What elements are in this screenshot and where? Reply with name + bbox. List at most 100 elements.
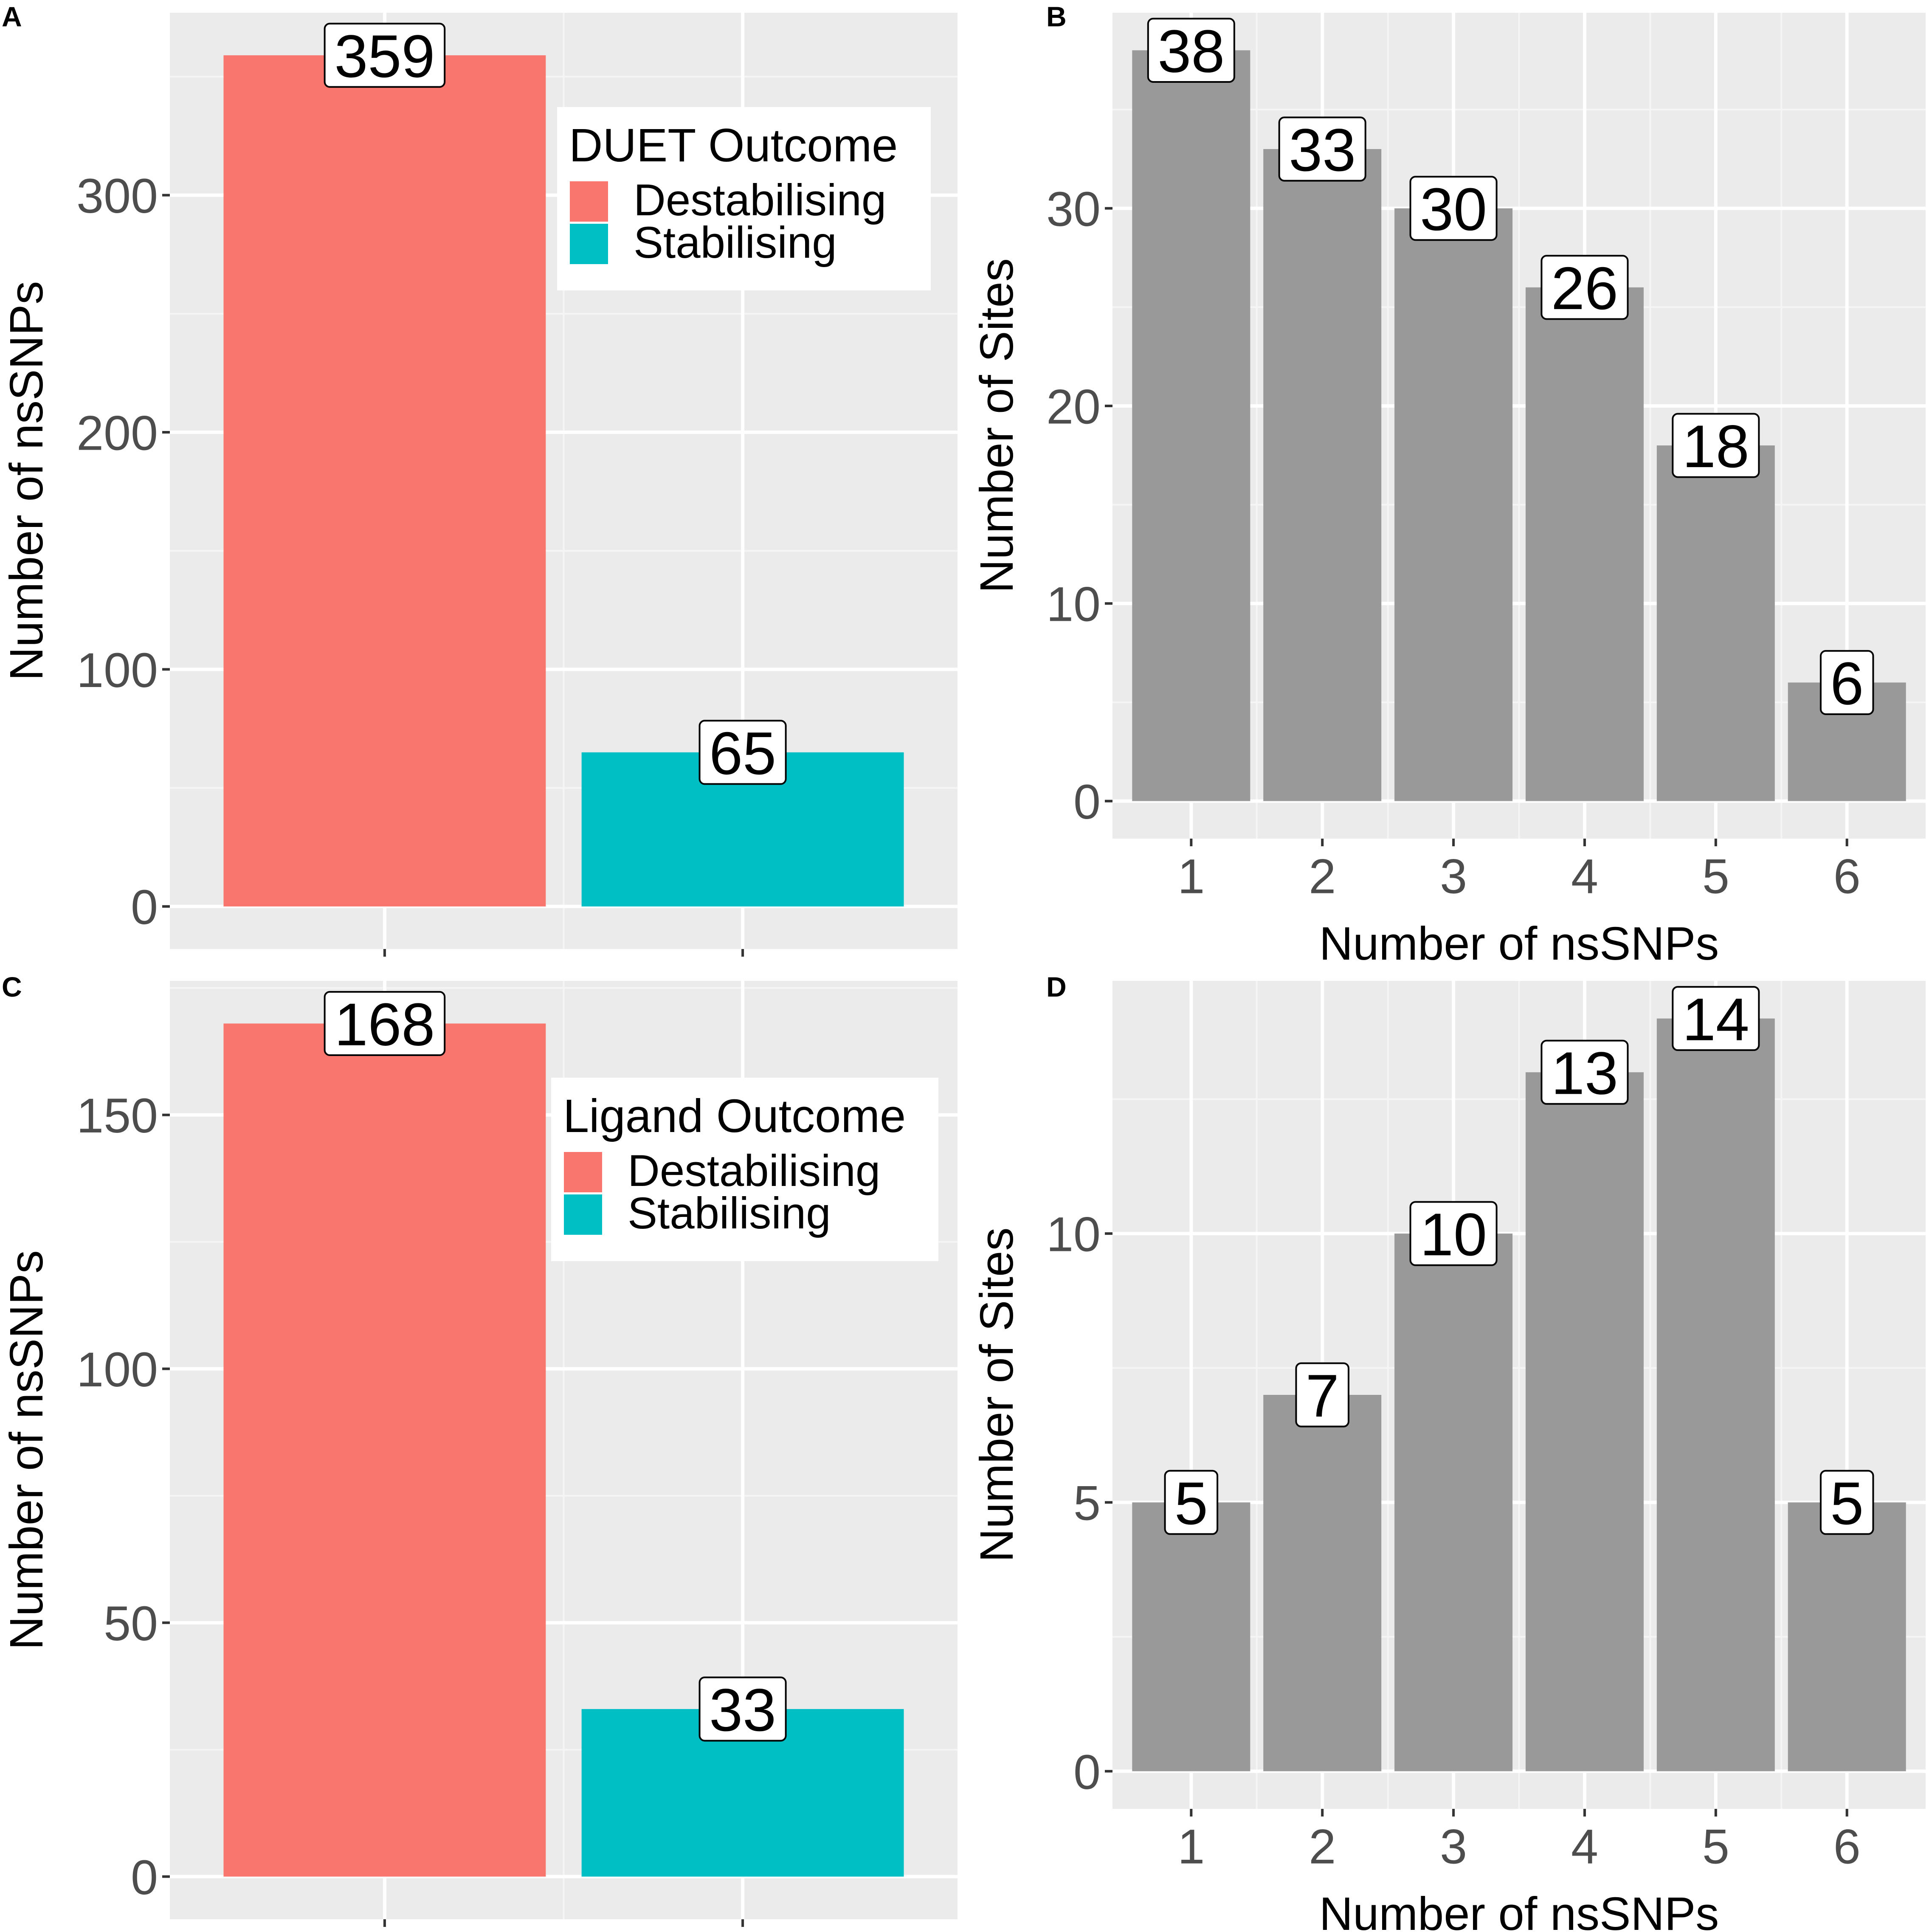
data-label-text: 359	[334, 23, 435, 90]
data-label-box	[324, 991, 446, 1056]
data-label-text: 26	[1551, 255, 1618, 322]
data-label-box	[1409, 1201, 1498, 1266]
x-tick-label: 6	[1833, 1820, 1861, 1874]
bar	[1656, 445, 1775, 801]
bar	[1263, 1395, 1382, 1771]
legend-key	[564, 1194, 602, 1235]
panel-a: A 359 65 0 100 200 300 Number of nsSNPs DUET Out…	[0, 1, 958, 957]
x-tick-label: 3	[1440, 850, 1467, 904]
bar	[1525, 1072, 1644, 1771]
data-label: 6	[1819, 650, 1874, 718]
y-axis-title: Number of Sites	[971, 1228, 1023, 1563]
bar	[1132, 50, 1250, 801]
y-tick-label: 10	[1046, 577, 1101, 632]
data-label: 18	[1672, 413, 1760, 480]
legend-entry-label: Stabilising	[634, 218, 837, 268]
x-tick-label: 1	[1177, 850, 1205, 904]
data-label: 26	[1541, 255, 1629, 322]
data-label-box	[1409, 176, 1498, 241]
data-label: 5	[1164, 1470, 1219, 1537]
panel-letter: C	[2, 971, 22, 1003]
data-label-text: 65	[709, 720, 776, 787]
data-label-text: 10	[1420, 1201, 1487, 1268]
x-tick-label: 6	[1833, 850, 1861, 904]
legend-key	[570, 224, 608, 264]
data-label: 359	[324, 23, 446, 90]
x-tick-label: 2	[1309, 850, 1336, 904]
data-label-box	[698, 720, 787, 785]
data-label-text: 13	[1551, 1039, 1618, 1107]
y-tick-label: 50	[104, 1597, 158, 1651]
data-label-text: 33	[1289, 116, 1356, 184]
legend-title: DUET Outcome	[569, 119, 898, 172]
legend-entry-label: Destabilising	[634, 175, 886, 225]
y-tick-label: 5	[1073, 1476, 1101, 1531]
x-tick-label: 2	[1309, 1820, 1336, 1874]
panel-letter: A	[2, 1, 22, 32]
x-tick-label: 3	[1440, 1820, 1467, 1874]
panel-d: D 5 7 10 13 14 5 0 5 10 1 2 3 4 5 6 Number of Sites Numbe…	[971, 971, 1926, 1932]
panel-letter: D	[1046, 971, 1067, 1003]
y-tick-label: 0	[131, 1850, 158, 1905]
data-label: 13	[1541, 1039, 1629, 1107]
data-label-text: 33	[709, 1676, 776, 1744]
data-label-text: 5	[1174, 1470, 1208, 1537]
data-label: 38	[1147, 18, 1235, 85]
x-axis-title: Number of nsSNPs	[1319, 918, 1719, 970]
y-axis-title: Number of nsSNPs	[0, 1250, 53, 1650]
legend-entry-label: Stabilising	[628, 1188, 831, 1238]
x-tick-label: 1	[1177, 1820, 1205, 1874]
data-label: 7	[1295, 1362, 1349, 1430]
data-label-box	[1164, 1470, 1219, 1535]
y-tick-label: 30	[1046, 182, 1101, 237]
data-label-box	[1672, 413, 1760, 478]
data-label-text: 168	[334, 991, 435, 1059]
panel-b: B 38 33 30 26 18 6 0 10 20 30 1 2 3 4 5 6 Number of Sites…	[971, 1, 1926, 970]
x-axis-title: Number of nsSNPs	[1319, 1888, 1719, 1932]
data-label-box	[1541, 255, 1629, 320]
x-tick-label: 4	[1571, 850, 1598, 904]
bar	[1394, 1234, 1513, 1771]
bar	[1525, 287, 1644, 801]
data-label: 168	[324, 991, 446, 1059]
data-label-box	[1672, 986, 1760, 1051]
data-label-box	[1819, 650, 1874, 715]
data-label: 33	[1278, 116, 1366, 184]
y-tick-label: 200	[76, 406, 158, 460]
bar	[1132, 1502, 1250, 1771]
y-tick-label: 150	[76, 1089, 158, 1143]
data-label: 5	[1819, 1470, 1874, 1537]
data-label-box	[324, 23, 446, 88]
data-label-text: 30	[1420, 176, 1487, 243]
data-label-box	[1278, 116, 1366, 182]
bar	[223, 1023, 546, 1877]
data-label-box	[698, 1676, 787, 1742]
data-label: 33	[698, 1676, 787, 1744]
y-tick-label: 0	[1073, 1745, 1101, 1800]
data-label-box	[1819, 1470, 1874, 1535]
legend-key	[570, 181, 608, 222]
y-axis-title: Number of Sites	[971, 258, 1023, 593]
data-label-text: 7	[1306, 1362, 1339, 1430]
legend-key	[564, 1152, 602, 1192]
y-tick-label: 0	[1073, 775, 1101, 829]
data-label: 14	[1672, 986, 1760, 1053]
panel-letter: B	[1046, 1, 1067, 32]
y-tick-label: 100	[76, 1343, 158, 1397]
legend-box	[551, 1078, 938, 1261]
data-label-text: 38	[1158, 18, 1225, 85]
bar	[223, 55, 546, 907]
legend-title: Ligand Outcome	[563, 1090, 906, 1142]
y-tick-label: 100	[76, 643, 158, 698]
data-label-text: 6	[1830, 650, 1864, 718]
data-label-text: 18	[1682, 413, 1749, 480]
data-label-text: 14	[1682, 986, 1749, 1053]
data-label-box	[1295, 1362, 1349, 1428]
data-label: 65	[698, 720, 787, 787]
bar	[1263, 149, 1382, 801]
y-tick-label: 10	[1046, 1208, 1101, 1262]
legend-box	[557, 107, 931, 290]
